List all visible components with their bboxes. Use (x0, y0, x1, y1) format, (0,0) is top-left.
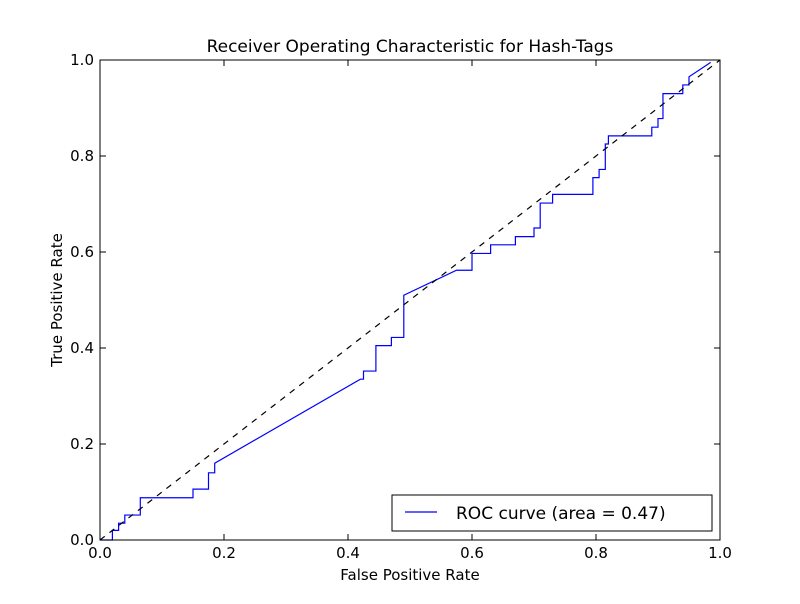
y-tick-label: 0.8 (70, 147, 94, 165)
plot-frame (99, 59, 721, 541)
chance-diagonal-line (99, 59, 721, 541)
x-tick-label: 0.8 (584, 544, 608, 562)
chart-title: Receiver Operating Characteristic for Ha… (207, 37, 614, 57)
legend: ROC curve (area = 0.47) (391, 494, 713, 532)
y-axis-label: True Positive Rate (48, 233, 66, 368)
plot-area (100, 60, 720, 540)
y-tick-label: 0.0 (70, 531, 94, 549)
x-tick-label: 0.4 (336, 544, 360, 562)
x-axis-label: False Positive Rate (340, 566, 479, 584)
tick-layer: 0.0 0.2 0.4 0.6 0.8 1.0 0.0 0.2 0.4 0.6 0.8 1.0 (70, 51, 732, 562)
x-tick-label: 0.2 (212, 544, 236, 562)
y-tick-label: 0.2 (70, 435, 94, 453)
y-tick-label: 0.4 (70, 339, 94, 357)
y-tick-label: 1.0 (70, 51, 94, 69)
legend-label-roc-curve: ROC curve (area = 0.47) (456, 504, 666, 524)
x-tick-label: 1.0 (708, 544, 732, 562)
x-tick-label: 0.0 (88, 544, 112, 562)
y-tick-label: 0.6 (70, 243, 94, 261)
x-tick-label: 0.6 (460, 544, 484, 562)
series-layer (99, 59, 721, 541)
legend-box (391, 494, 713, 532)
roc-curve-line (100, 61, 712, 541)
